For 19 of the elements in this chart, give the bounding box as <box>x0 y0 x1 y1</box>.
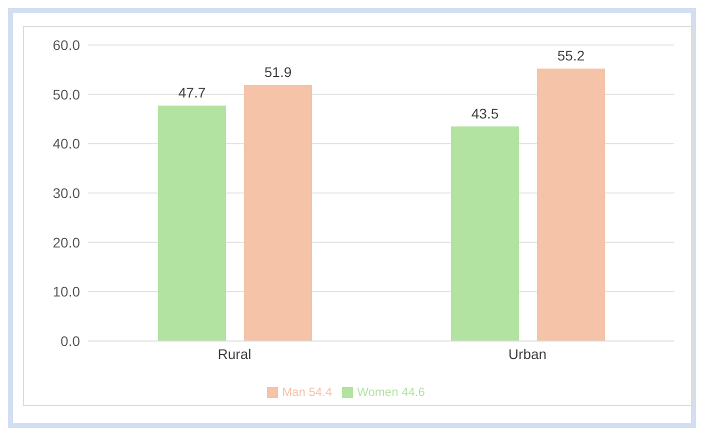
legend-label: Women 44.6 <box>357 385 425 399</box>
y-tick-label: 20.0 <box>52 234 80 250</box>
x-tick-label: Urban <box>508 346 547 362</box>
y-tick-label: 60.0 <box>52 36 80 53</box>
y-tick-label: 40.0 <box>52 136 80 152</box>
data-label: 55.2 <box>557 48 585 64</box>
bar <box>537 68 605 341</box>
y-tick-label: 50.0 <box>52 86 80 102</box>
y-tick-label: 0.0 <box>60 332 80 349</box>
bar <box>158 106 226 341</box>
bar <box>451 126 519 341</box>
data-label: 43.5 <box>471 105 499 122</box>
data-label: 51.9 <box>264 64 292 80</box>
x-tick-label: Rural <box>218 346 252 362</box>
y-tick-label: 30.0 <box>52 184 80 201</box>
data-label: 47.7 <box>178 84 206 101</box>
legend-label: Man 54.4 <box>282 385 332 399</box>
y-tick-label: 10.0 <box>52 284 80 300</box>
bar <box>244 84 312 341</box>
